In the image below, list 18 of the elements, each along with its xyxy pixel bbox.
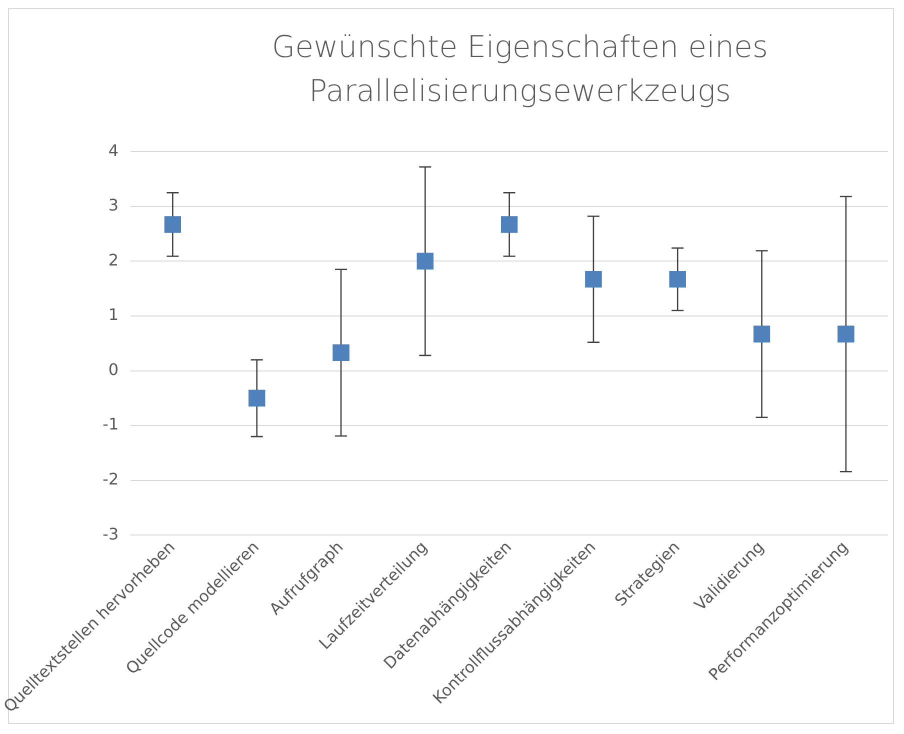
point [501,216,518,233]
point [164,216,181,233]
chart-title: Gewünschte Eigenschaften eines Parallelisierungsewerkzeugs [270,29,770,111]
y-tick-label: 0 [108,360,119,379]
point [669,270,686,288]
point [753,326,770,342]
y-tick-label: -1 [102,414,119,434]
y-tick-label: -2 [102,470,119,489]
point [585,270,602,288]
point [332,344,350,361]
y-tick-label: 4 [108,140,119,160]
y-tick-label: 2 [108,250,119,270]
y-tick-label: 3 [108,196,119,215]
point [838,326,854,342]
point [416,252,434,270]
y-tick-label: 1 [108,305,119,324]
point [248,390,266,406]
y-tick-label: -3 [102,524,119,544]
